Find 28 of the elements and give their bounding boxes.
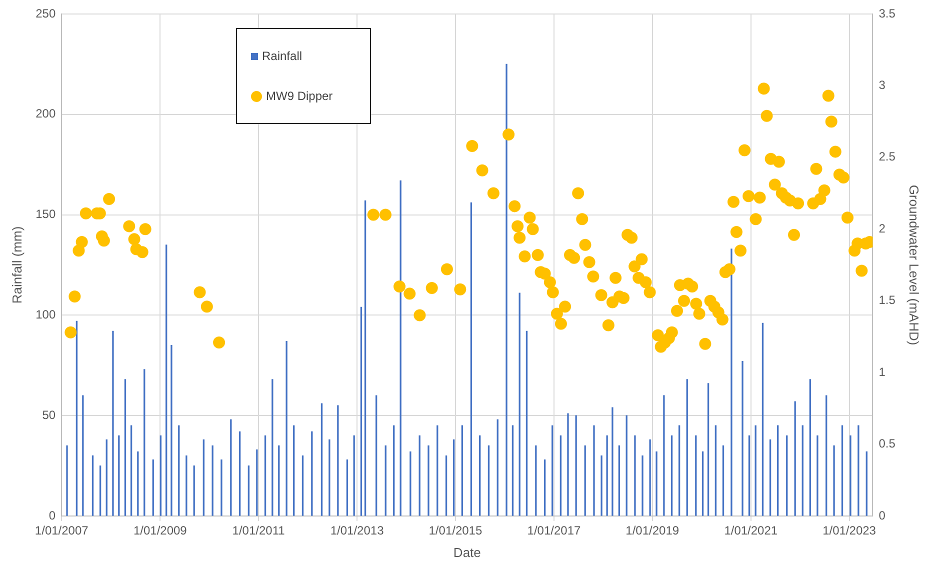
y2-tick-label: 1.5 — [878, 293, 896, 308]
x-tick-label: 1/01/2013 — [330, 524, 384, 538]
y2-tick-label: 0.5 — [878, 436, 896, 451]
x-tick-label: 1/01/2023 — [822, 524, 876, 538]
x-tick-label: 1/01/2007 — [34, 524, 89, 538]
y2-tick-label: 2.5 — [878, 150, 896, 164]
x-tick-label: 1/01/2011 — [232, 524, 286, 538]
y2-tick-label: 3 — [878, 78, 886, 92]
y-tick-label: 200 — [36, 106, 56, 121]
x-tick-label: 1/01/2009 — [133, 524, 188, 538]
y-tick-label: 100 — [36, 308, 56, 322]
x-tick-label: 1/01/2021 — [724, 524, 778, 538]
y2-tick-label: 3.5 — [878, 6, 896, 20]
x-tick-label: 1/01/2015 — [428, 524, 482, 538]
legend-label: MW9 Dipper — [266, 89, 333, 103]
y-axis-title: Rainfall (mm) — [9, 226, 24, 304]
x-axis-title: Date — [453, 544, 481, 560]
y2-tick-label: 2 — [878, 221, 886, 236]
y-tick-label: 250 — [36, 6, 56, 20]
y-tick-label: 150 — [36, 207, 56, 222]
y-tick-label: 50 — [42, 408, 56, 422]
y-tick-label: 0 — [48, 508, 56, 522]
y2-tick-label: 0 — [878, 508, 886, 522]
legend-label: Rainfall — [262, 49, 302, 63]
x-tick-label: 1/01/2019 — [626, 524, 680, 538]
x-tick-label: 1/01/2017 — [527, 524, 581, 538]
y2-tick-label: 1 — [878, 364, 886, 379]
y2-axis-title: Groundwater Level (mAHD) — [906, 184, 922, 346]
